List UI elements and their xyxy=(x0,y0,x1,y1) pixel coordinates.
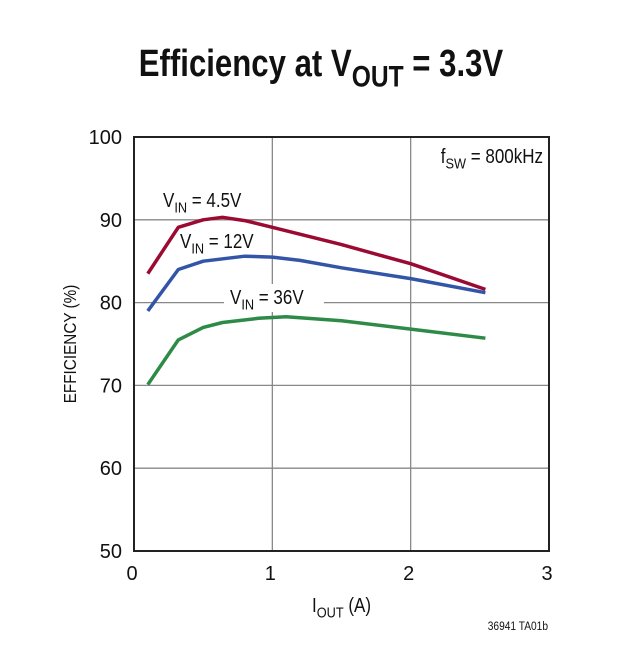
y-tick-label: 60 xyxy=(100,458,122,480)
series-line xyxy=(146,314,486,386)
x-tick-label: 2 xyxy=(403,563,414,585)
text-subscript: SW xyxy=(446,155,467,172)
plot-frame xyxy=(133,136,550,552)
series-label: VIN = 12V xyxy=(180,230,254,257)
text-main: V xyxy=(180,230,192,253)
series-line xyxy=(146,215,486,292)
x-tick-label: 3 xyxy=(541,563,552,585)
y-tick-label: 50 xyxy=(100,541,122,563)
text-main: f xyxy=(441,145,446,168)
text-rest: = 12V xyxy=(204,230,254,253)
text-rest: = 36V xyxy=(254,286,304,309)
fsw-annotation: fSW = 800kHz xyxy=(441,145,543,172)
text-subscript: OUT xyxy=(317,604,344,621)
y-axis-label: EFFICIENCY (%) xyxy=(60,285,80,404)
text-subscript: IN xyxy=(174,199,187,216)
series-line xyxy=(146,254,486,312)
text-main: V xyxy=(163,189,175,212)
text-subscript: IN xyxy=(191,240,204,257)
y-tick-label: 80 xyxy=(100,293,122,315)
text-main: Efficiency at V xyxy=(139,43,352,85)
chart-title: Efficiency at VOUT = 3.3V xyxy=(139,43,503,93)
text-rest: = 800kHz xyxy=(466,145,543,168)
text-rest: = 4.5V xyxy=(187,189,242,212)
series-label: VIN = 36V xyxy=(230,286,304,313)
x-tick-label: 1 xyxy=(265,563,276,585)
label-background xyxy=(224,284,324,312)
x-axis-label: IOUT (A) xyxy=(312,594,371,621)
text-rest: = 3.3V xyxy=(404,43,504,85)
series-label: VIN = 4.5V xyxy=(163,189,242,216)
x-tick-label: 0 xyxy=(126,563,137,585)
y-tick-label: 90 xyxy=(100,210,122,232)
footnote: 36941 TA01b xyxy=(488,620,548,633)
y-tick-label: 70 xyxy=(100,375,122,397)
text-main: V xyxy=(230,286,242,309)
y-tick-label: 100 xyxy=(89,127,122,149)
text-rest: (A) xyxy=(344,594,371,617)
text-subscript: OUT xyxy=(352,59,404,93)
text-subscript: IN xyxy=(241,296,254,313)
text-main: I xyxy=(312,594,317,617)
